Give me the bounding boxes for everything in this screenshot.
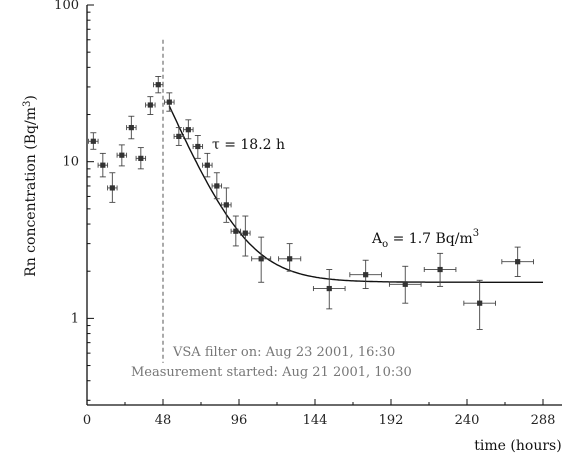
data-point [278, 243, 302, 272]
data-point [107, 172, 118, 203]
data-point [388, 265, 422, 304]
data-marker [90, 138, 96, 144]
data-marker [363, 272, 369, 278]
data-marker [214, 183, 220, 189]
y-tick-label: 100 [54, 0, 79, 13]
x-tick-label: 240 [455, 413, 480, 428]
data-marker [109, 185, 115, 191]
data-points [88, 75, 534, 330]
filter-annotation: VSA filter on: Aug 23 2001, 16:30 [172, 345, 395, 360]
data-marker [128, 125, 134, 131]
data-point [501, 246, 534, 277]
data-marker [185, 127, 191, 133]
data-marker [233, 228, 239, 234]
measurement-annotation: Measurement started: Aug 21 2001, 10:30 [131, 365, 412, 380]
data-point [230, 215, 242, 247]
y-axis-title: Rn concentration (Bq/m3) [22, 95, 39, 277]
data-marker [515, 259, 521, 265]
x-tick-label: 0 [83, 413, 91, 428]
data-marker [258, 256, 264, 262]
data-point [192, 135, 204, 159]
x-axis-title: time (hours) [474, 438, 561, 454]
data-point [145, 96, 156, 115]
x-tick-label: 192 [379, 413, 404, 428]
data-point [423, 252, 457, 287]
data-marker [242, 230, 248, 236]
data-point [211, 172, 223, 200]
data-marker [402, 281, 408, 287]
data-marker [166, 99, 172, 105]
data-point [251, 236, 272, 283]
data-marker [155, 82, 161, 88]
data-point [164, 92, 175, 112]
data-marker [287, 256, 293, 262]
y-tick-label: 1 [71, 311, 79, 326]
data-point [97, 152, 109, 178]
tau-annotation: τ = 18.2 h [212, 137, 285, 153]
x-tick-label: 288 [531, 413, 556, 428]
data-point [463, 279, 496, 330]
data-point [312, 269, 346, 310]
data-marker [223, 202, 229, 208]
data-marker [437, 266, 443, 273]
x-tick-label: 96 [231, 413, 248, 428]
fit-curve [168, 105, 543, 283]
y-tick-label: 10 [62, 155, 79, 170]
data-point [221, 187, 232, 223]
axes [86, 5, 562, 406]
data-point [126, 115, 137, 140]
data-marker [119, 152, 125, 158]
data-point [153, 75, 164, 94]
data-marker [195, 143, 201, 150]
a0-annotation: Ao = 1.7 Bq/m3 [371, 228, 479, 250]
data-marker [326, 285, 332, 292]
fit-curve-group [168, 105, 543, 283]
data-point [202, 152, 213, 178]
data-marker [176, 133, 182, 140]
data-point [135, 147, 147, 170]
axis-ticks: 0 48 96 144 192 240 288 1 10 100 [54, 0, 555, 428]
data-point [183, 119, 194, 140]
x-tick-label: 48 [155, 413, 172, 428]
data-point [116, 144, 128, 167]
data-marker [138, 155, 144, 161]
data-point [88, 132, 99, 150]
data-marker [147, 102, 153, 108]
x-tick-label: 144 [303, 413, 328, 428]
data-point [240, 215, 251, 257]
data-marker [477, 300, 483, 306]
data-point [173, 127, 185, 146]
data-marker [204, 162, 210, 168]
data-point [349, 259, 382, 290]
data-marker [100, 162, 106, 168]
